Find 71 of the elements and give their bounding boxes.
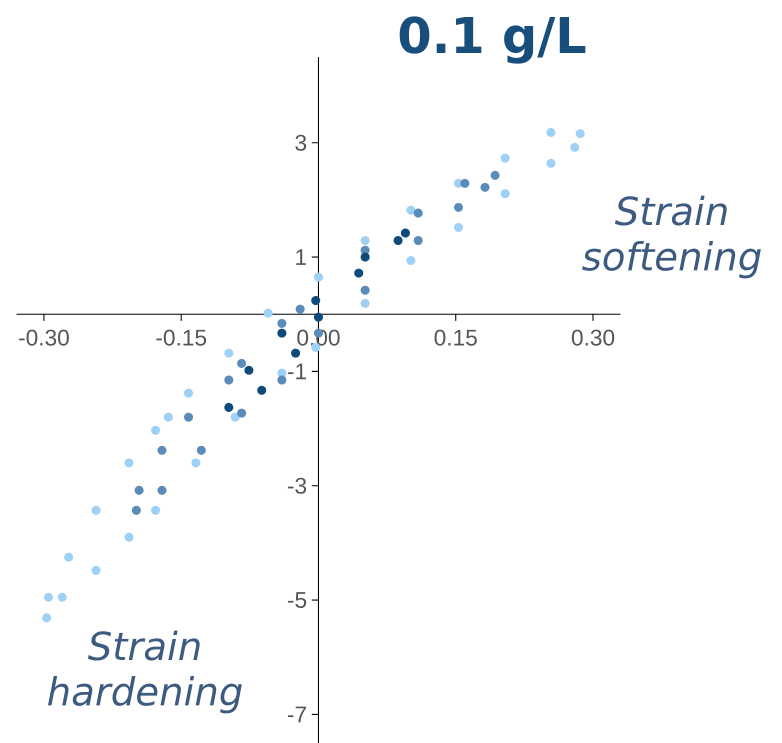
- annotation: Strain hardening: [48, 630, 242, 714]
- point: [454, 202, 464, 212]
- point: [277, 318, 286, 328]
- point: [224, 375, 234, 385]
- y-tick-label: -7: [288, 706, 306, 722]
- point: [490, 170, 500, 180]
- point: [406, 256, 416, 266]
- point: [291, 348, 300, 358]
- point: [454, 222, 464, 232]
- point: [224, 348, 234, 358]
- point: [257, 386, 266, 395]
- point: [237, 408, 246, 418]
- point: [196, 446, 206, 455]
- point: [151, 426, 160, 435]
- point: [124, 458, 134, 468]
- point: [360, 298, 370, 308]
- point: [500, 154, 510, 163]
- point: [124, 532, 134, 542]
- point: [64, 552, 74, 562]
- point: [230, 412, 240, 422]
- chart-title: 0.1 g/L: [400, 16, 586, 64]
- y-tick-label: -1: [288, 364, 306, 380]
- x-tick-label: -0.30: [19, 330, 69, 346]
- annotation: Strain softening: [582, 196, 761, 278]
- point: [42, 613, 52, 622]
- point: [58, 592, 67, 602]
- point: [414, 236, 423, 246]
- y-tick-label: -3: [288, 478, 306, 494]
- point: [500, 189, 510, 198]
- point: [277, 375, 286, 385]
- x-tick-label: 0.15: [434, 330, 477, 346]
- point: [576, 129, 585, 138]
- point: [311, 296, 320, 306]
- point: [134, 486, 144, 495]
- point: [157, 446, 167, 455]
- point: [264, 308, 273, 318]
- point: [224, 402, 234, 412]
- point: [151, 506, 160, 515]
- point: [237, 358, 246, 368]
- point: [546, 158, 556, 168]
- point: [460, 178, 470, 188]
- point: [400, 228, 410, 238]
- point: [184, 388, 194, 398]
- point: [132, 506, 141, 515]
- point: [296, 304, 305, 314]
- point: [44, 592, 54, 602]
- point: [157, 486, 167, 495]
- point: [184, 412, 194, 422]
- point: [92, 506, 101, 515]
- y-tick-label: -5: [288, 592, 306, 608]
- point: [360, 252, 370, 262]
- point: [164, 412, 173, 422]
- point: [360, 236, 370, 246]
- y-tick-label: 3: [295, 134, 306, 151]
- point: [314, 312, 324, 322]
- point: [406, 206, 416, 215]
- y-tick-label: 1: [296, 249, 306, 265]
- point: [394, 236, 403, 246]
- point: [570, 142, 580, 152]
- x-tick-label: 0.30: [572, 330, 614, 346]
- point: [314, 272, 324, 282]
- point: [414, 208, 423, 218]
- point: [360, 286, 370, 295]
- x-tick-label: -0.15: [156, 330, 206, 346]
- point: [277, 328, 286, 338]
- point: [480, 182, 490, 192]
- point: [191, 458, 200, 468]
- point: [354, 268, 364, 278]
- point: [92, 566, 101, 575]
- point: [546, 128, 556, 138]
- point: [244, 366, 254, 375]
